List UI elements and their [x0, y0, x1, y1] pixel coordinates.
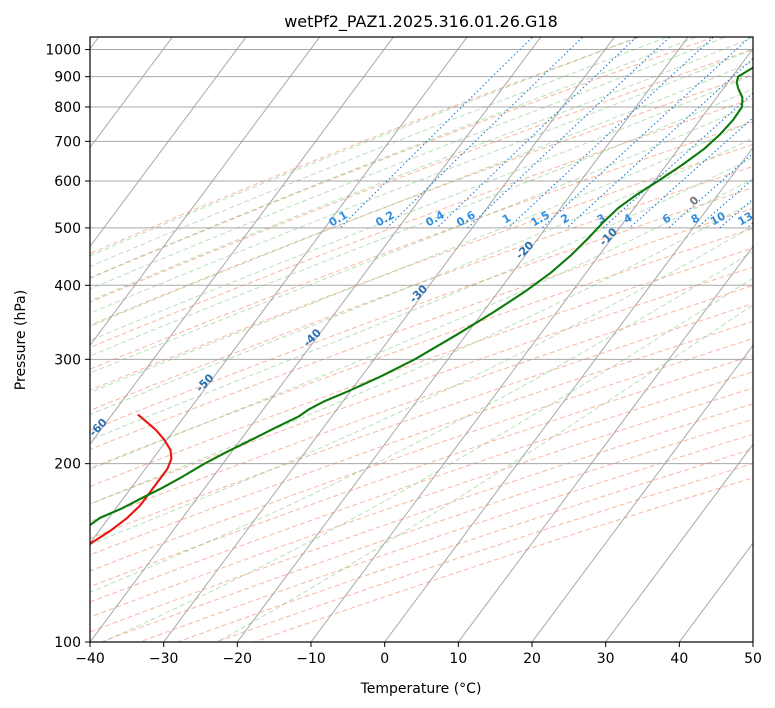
mixing-ratio-line [629, 117, 753, 229]
dry-adiabat-line [90, 121, 753, 370]
dry-adiabat-line [90, 303, 753, 539]
mixing-ratio-line [507, 37, 715, 229]
x-tick-label: −40 [75, 651, 105, 667]
profile-series [90, 66, 753, 546]
isotherm-line [678, 542, 753, 642]
isotherm-label: -70 [0, 461, 2, 484]
dry-adiabat-line [90, 97, 753, 349]
plot-frame [89, 36, 754, 643]
x-tick-label: 30 [597, 651, 615, 667]
moist-adiabat-line [90, 61, 753, 327]
x-tick-label: 10 [449, 651, 467, 667]
x-tick-label: 40 [670, 651, 688, 667]
mixing-ratio-line [436, 37, 638, 229]
dry-adiabat-line [90, 207, 753, 451]
x-tick-label: −30 [149, 651, 179, 667]
y-axis-title: Pressure (hPa) [13, 290, 29, 390]
mixing-ratio-label: 13 [735, 209, 755, 228]
dry-adiabat-line [90, 354, 753, 588]
isotherm-line [310, 47, 753, 642]
isotherm-line [163, 37, 616, 642]
axis-ticks: −40 −30 −20 −10 0 10 20 30 40 50 1000 900 800 700 600 5… [45, 43, 762, 667]
mixing-ratio-line [769, 35, 775, 228]
moist-adiabat-line [90, 37, 640, 257]
y-tick-label: 400 [54, 278, 81, 294]
isotherm-line [457, 245, 753, 642]
y-tick-label: 600 [54, 174, 81, 190]
y-tick-label: 900 [54, 70, 81, 86]
dewpoint-profile-line [90, 66, 753, 527]
dry-adiabat-line [90, 165, 753, 412]
y-tick-label: 300 [54, 352, 81, 368]
mixing-ratio-line [339, 37, 534, 229]
x-tick-label: 0 [380, 651, 389, 667]
plot-background [90, 37, 753, 642]
temperature-profile-line [90, 413, 173, 546]
isotherm-line [90, 37, 395, 446]
y-tick-label: 800 [54, 100, 81, 116]
y-tick-label: 100 [54, 635, 81, 651]
mixing-ratio-line [386, 37, 584, 229]
dry-adiabat-line [90, 266, 753, 505]
mixing-ratio-line [696, 178, 753, 229]
x-tick-label: −20 [223, 651, 253, 667]
isotherm-line [90, 37, 468, 544]
isotherm-line [236, 37, 689, 642]
dry-adiabat-line [90, 320, 753, 556]
chart-title: wetPf2_PAZ1.2025.316.01.26.G18 [284, 12, 558, 32]
isotherm-line [384, 146, 753, 642]
dry-adiabat-line [90, 227, 753, 469]
y-tick-label: 500 [54, 221, 81, 237]
moist-adiabat-line [90, 137, 753, 416]
isotherm-line [90, 37, 542, 642]
x-tick-label: −10 [296, 651, 326, 667]
isotherm-line [90, 37, 174, 149]
isotherm-line [531, 344, 753, 642]
moist-adiabat-line [90, 88, 753, 357]
moist-adiabat-line [90, 119, 753, 394]
background-lines [90, 35, 775, 642]
moist-adiabat-line [216, 304, 753, 642]
y-tick-label: 1000 [45, 43, 81, 59]
isotherm-line [90, 37, 247, 248]
dry-adiabat-line [90, 285, 753, 523]
moist-adiabat-line [90, 178, 753, 471]
x-axis-title: Temperature (°C) [360, 681, 482, 697]
y-tick-label: 200 [54, 457, 81, 473]
mixing-ratio-line [541, 37, 751, 229]
moist-adiabat-line [90, 251, 753, 593]
moist-adiabat-line [90, 103, 753, 374]
mixing-ratio-label: 16 [758, 209, 775, 228]
y-tick-label: 700 [54, 134, 81, 150]
x-tick-label: 20 [523, 651, 541, 667]
moist-adiabat-line [90, 157, 753, 441]
x-tick-label: 50 [744, 651, 762, 667]
dry-adiabat-line [90, 247, 753, 487]
dry-adiabat-line [90, 371, 753, 603]
isotherm-line [605, 443, 753, 642]
dry-adiabat-line [90, 387, 753, 618]
